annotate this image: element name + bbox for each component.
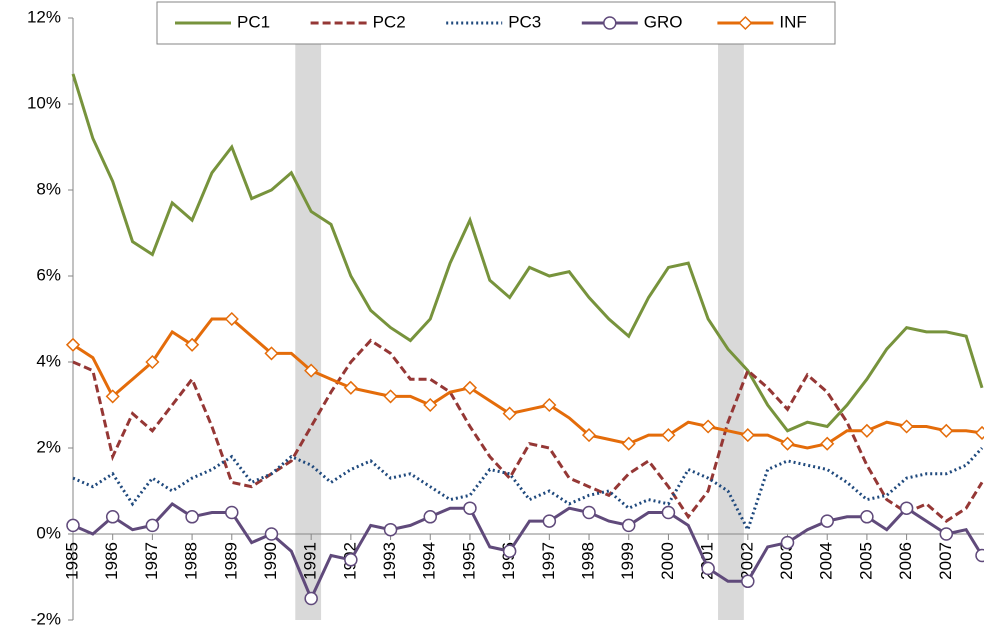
marker	[383, 389, 398, 404]
marker	[105, 389, 120, 404]
legend-label: PC2	[373, 12, 406, 31]
x-tick-label: 1987	[142, 542, 161, 580]
y-tick-label: 8%	[36, 179, 61, 198]
marker	[820, 514, 834, 528]
marker	[502, 406, 517, 421]
x-tick-label: 1993	[380, 542, 399, 580]
marker	[939, 423, 954, 438]
x-tick-label: 1989	[221, 542, 240, 580]
marker	[383, 522, 398, 537]
x-tick-label: 1995	[459, 542, 478, 580]
recession-band	[295, 18, 322, 620]
marker	[859, 423, 874, 438]
marker	[145, 354, 160, 370]
marker	[423, 397, 438, 413]
marker	[185, 337, 200, 352]
series-line	[72, 338, 984, 523]
legend-label: GRO	[644, 12, 683, 31]
x-tick-label: 2002	[737, 542, 756, 580]
marker	[462, 380, 478, 395]
y-tick-label: 2%	[36, 437, 61, 456]
marker	[145, 518, 160, 533]
y-tick-label: 6%	[36, 265, 61, 284]
series-line	[72, 317, 983, 450]
marker	[701, 419, 716, 434]
y-tick-label: 0%	[36, 523, 61, 542]
marker	[582, 505, 596, 520]
x-tick-label: 2004	[817, 542, 836, 580]
x-tick-label: 1999	[618, 542, 637, 580]
legend-label: PC1	[237, 12, 270, 31]
marker	[344, 553, 358, 567]
series-line	[72, 501, 984, 603]
marker	[542, 397, 557, 413]
marker	[264, 527, 279, 541]
marker	[974, 425, 984, 441]
marker	[542, 514, 557, 528]
x-tick-label: 2003	[777, 542, 796, 580]
marker	[264, 346, 279, 361]
marker	[304, 591, 318, 606]
x-tick-label: 1991	[301, 542, 320, 580]
marker	[701, 561, 715, 576]
marker	[738, 15, 753, 31]
marker	[939, 527, 954, 541]
marker	[621, 518, 636, 533]
marker	[581, 428, 597, 443]
marker	[423, 510, 438, 524]
marker	[820, 436, 835, 451]
legend-label: PC3	[508, 12, 541, 31]
y-tick-label: 4%	[36, 351, 61, 370]
x-tick-label: 2007	[936, 542, 955, 580]
marker	[975, 548, 984, 563]
marker	[185, 510, 199, 524]
marker	[860, 510, 874, 524]
y-tick-label: 10%	[27, 93, 61, 112]
y-tick-label: -2%	[31, 609, 61, 627]
marker	[304, 363, 319, 378]
marker	[225, 505, 239, 520]
marker	[66, 518, 80, 533]
legend-label: INF	[779, 12, 806, 31]
marker	[105, 510, 120, 524]
y-tick-label: 12%	[27, 7, 61, 26]
x-tick-label: 1988	[182, 542, 201, 580]
x-tick-label: 2005	[856, 542, 875, 580]
series-line	[71, 73, 984, 433]
marker	[224, 311, 239, 327]
x-tick-label: 1998	[579, 542, 598, 580]
marker	[780, 535, 795, 550]
marker	[661, 428, 676, 443]
x-tick-label: 2006	[896, 542, 915, 580]
x-tick-label: 1994	[420, 542, 439, 580]
marker	[741, 574, 755, 589]
x-tick-label: 1985	[62, 542, 81, 580]
marker	[899, 419, 914, 434]
marker	[780, 436, 795, 451]
x-tick-label: 1997	[539, 542, 558, 580]
recession-band	[718, 18, 744, 620]
marker	[343, 380, 358, 395]
marker	[603, 16, 617, 30]
marker	[899, 501, 914, 515]
marker	[463, 501, 477, 515]
marker	[740, 428, 755, 443]
marker	[661, 505, 676, 520]
marker	[65, 337, 81, 352]
x-tick-label: 2000	[658, 542, 677, 580]
x-tick-label: 1986	[102, 542, 121, 580]
x-tick-label: 1990	[261, 542, 280, 580]
marker	[621, 436, 636, 451]
marker	[502, 544, 517, 558]
